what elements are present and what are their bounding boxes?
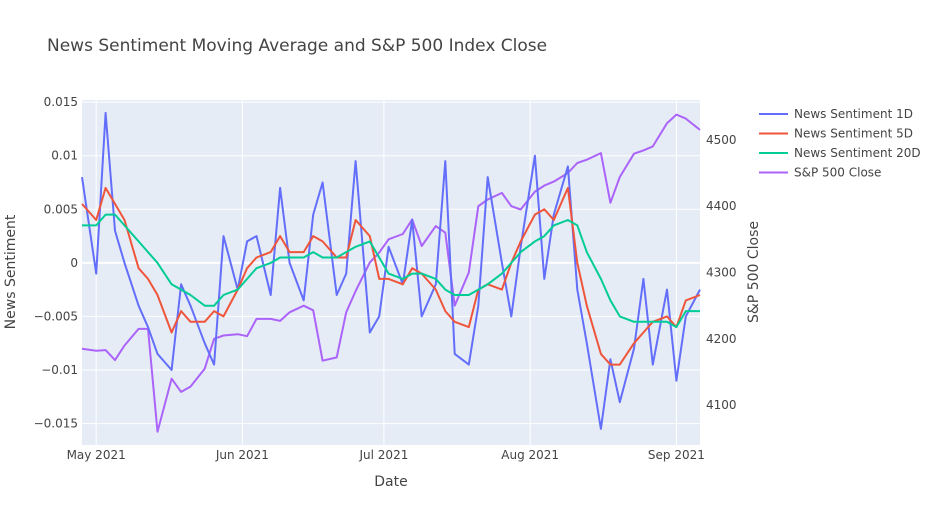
x-axis-ticks: May 2021 Jun 2021 Jul 2021 Aug 2021 Sep 2021	[67, 448, 705, 462]
y-tick-label: −0.01	[41, 363, 78, 377]
legend-item-news-sentiment-1d[interactable]: News Sentiment 1D	[759, 107, 913, 121]
y2-tick-label: 4300	[706, 266, 737, 280]
x-tick-label: Sep 2021	[648, 448, 705, 462]
legend-label: S&P 500 Close	[794, 166, 881, 180]
legend-label: News Sentiment 1D	[794, 107, 913, 121]
y-tick-label: 0.01	[51, 149, 78, 163]
y2-axis-title: S&P 500 Close	[746, 221, 762, 323]
legend-label: News Sentiment 5D	[794, 127, 913, 141]
y2-axis-ticks: 4100 4200 4300 4400 4500	[706, 133, 737, 412]
y-tick-label: −0.005	[34, 309, 78, 323]
x-tick-label: Aug 2021	[501, 448, 559, 462]
y-tick-label: 0	[70, 256, 78, 270]
gridlines	[82, 100, 700, 445]
x-tick-label: Jun 2021	[215, 448, 269, 462]
series-line-news-sentiment-5d	[81, 186, 701, 366]
y-tick-label: 0.015	[44, 95, 78, 109]
legend-item-news-sentiment-5d[interactable]: News Sentiment 5D	[759, 127, 913, 141]
y2-tick-label: 4500	[706, 133, 737, 147]
plot-area	[82, 100, 700, 445]
x-axis-title: Date	[374, 474, 407, 490]
y2-tick-label: 4400	[706, 199, 737, 213]
y-axis-title: News Sentiment	[3, 214, 19, 329]
legend[interactable]: News Sentiment 1D News Sentiment 5D News S…	[759, 107, 921, 180]
y-tick-label: 0.005	[44, 202, 78, 216]
y-axis-ticks: 0.015 0.01 0.005 0 −0.005 −0.01 −0.015	[34, 95, 78, 430]
series-line-news-sentiment-20d	[82, 213, 700, 329]
chart-title: News Sentiment Moving Average and S&P 50…	[47, 36, 547, 56]
legend-item-s-p-500-close[interactable]: S&P 500 Close	[759, 166, 881, 180]
x-tick-label: Jul 2021	[359, 448, 409, 462]
legend-item-news-sentiment-20d[interactable]: News Sentiment 20D	[759, 146, 921, 160]
series-line-s-p-500-close	[81, 113, 701, 433]
y2-tick-label: 4100	[706, 398, 737, 412]
y2-tick-label: 4200	[706, 332, 737, 346]
series-layer	[81, 111, 701, 433]
y-tick-label: −0.015	[34, 417, 78, 431]
x-tick-label: May 2021	[67, 448, 126, 462]
legend-label: News Sentiment 20D	[794, 146, 921, 160]
